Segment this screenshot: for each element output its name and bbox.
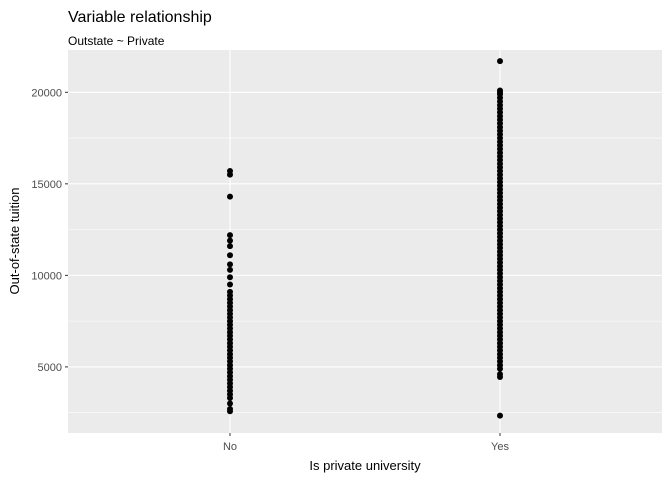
chart-subtitle: Outstate ~ Private bbox=[68, 34, 165, 48]
data-point-no bbox=[227, 400, 233, 407]
x-tick-label: No bbox=[223, 441, 237, 453]
y-tick-label: 5000 bbox=[38, 362, 62, 374]
x-axis-title: Is private university bbox=[309, 458, 421, 473]
y-tick-label: 20000 bbox=[31, 87, 62, 99]
data-point-no bbox=[227, 261, 233, 268]
y-tick-label: 10000 bbox=[31, 270, 62, 282]
data-point-no bbox=[227, 243, 233, 250]
data-point-yes bbox=[497, 412, 503, 419]
chart-title: Variable relationship bbox=[68, 9, 212, 26]
x-tick-label: Yes bbox=[491, 441, 509, 453]
data-point-no bbox=[227, 252, 233, 259]
data-point-no bbox=[227, 406, 233, 413]
data-points bbox=[227, 58, 503, 419]
data-point-no bbox=[227, 193, 233, 200]
y-tick-label: 15000 bbox=[31, 179, 62, 191]
x-axis: No Yes bbox=[223, 433, 509, 453]
data-point-yes bbox=[497, 87, 503, 94]
data-point-no bbox=[227, 274, 233, 281]
data-point-no bbox=[227, 266, 233, 273]
data-point-no bbox=[227, 281, 233, 288]
data-point-no bbox=[227, 232, 233, 239]
y-axis-title: Out-of-state tuition bbox=[7, 188, 22, 295]
data-point-no bbox=[227, 237, 233, 244]
data-point-no bbox=[227, 288, 233, 295]
plot-panel bbox=[68, 50, 662, 433]
data-point-yes bbox=[497, 58, 503, 65]
data-point-yes bbox=[497, 371, 503, 378]
y-axis: 5000 10000 15000 20000 bbox=[31, 87, 68, 374]
data-point-no bbox=[227, 168, 233, 175]
